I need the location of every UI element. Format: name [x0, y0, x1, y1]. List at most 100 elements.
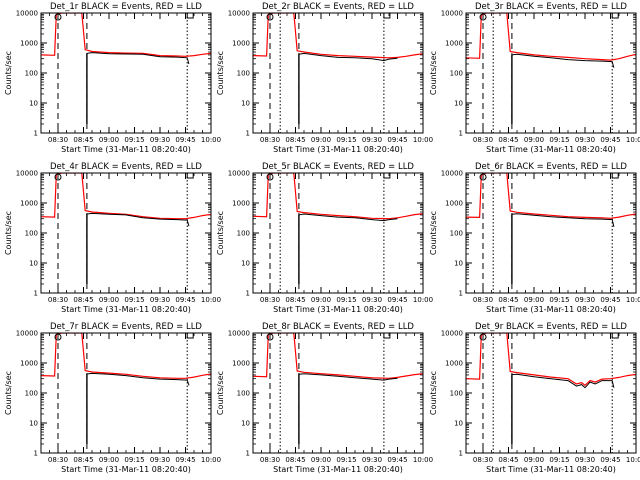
- series-line-lld: [41, 173, 211, 220]
- y-axis-label: Counts/sec: [429, 211, 438, 255]
- x-tick-label: 09:00: [524, 456, 544, 464]
- x-axis-label: Start Time (31-Mar-11 08:20:40): [273, 305, 403, 314]
- panel-title: Det_8r BLACK = Events, RED = LLD: [262, 322, 414, 332]
- panel-title: Det_7r BLACK = Events, RED = LLD: [50, 322, 202, 332]
- x-tick-label: 09:15: [549, 296, 569, 304]
- x-tick-label: 08:30: [260, 136, 280, 144]
- series-line-events: [298, 373, 398, 381]
- y-tick-label: 10000: [441, 10, 463, 18]
- x-tick-label: 09:30: [362, 296, 382, 304]
- panel-7: Det_7r BLACK = Events, RED = LLD 1 10 100 10…: [4, 322, 221, 474]
- square-marker: [186, 172, 194, 179]
- x-tick-label: 08:45: [73, 136, 93, 144]
- series-group: [41, 13, 211, 65]
- panel-title: Det_3r BLACK = Events, RED = LLD: [475, 2, 627, 12]
- x-tick-label: 09:00: [99, 456, 119, 464]
- plot-frame: [40, 332, 212, 454]
- panel-3: Det_3r BLACK = Events, RED = LLD 1 10 100 10…: [429, 2, 640, 154]
- x-tick-label: 08:30: [260, 296, 280, 304]
- x-tick-label: 09:30: [150, 296, 170, 304]
- panel-title: Det_2r BLACK = Events, RED = LLD: [262, 2, 414, 12]
- series-group: [466, 13, 636, 68]
- flare-marker-circle: [54, 333, 62, 341]
- x-tick-label: 09:15: [124, 456, 144, 464]
- series-line-lld: [253, 333, 423, 379]
- y-tick-label: 1: [34, 130, 38, 138]
- x-tick-label: 08:45: [285, 136, 305, 144]
- x-tick-label: 09:00: [99, 136, 119, 144]
- y-tick-label: 10: [29, 260, 38, 268]
- series-group: [253, 13, 423, 62]
- series-line-events: [511, 213, 615, 228]
- y-tick-label: 1000: [445, 360, 463, 368]
- flare-marker-circle: [266, 333, 274, 341]
- y-tick-label: 100: [25, 390, 38, 398]
- square-marker: [186, 12, 194, 19]
- x-tick-label: 09:00: [524, 136, 544, 144]
- y-tick-label: 10: [241, 260, 250, 268]
- panel-4: Det_4r BLACK = Events, RED = LLD 1 10 100 10…: [4, 162, 221, 314]
- x-tick-label: 10:00: [626, 296, 640, 304]
- flare-marker-circle: [266, 13, 274, 21]
- y-tick-label: 1: [34, 290, 38, 298]
- x-tick-label: 09:15: [124, 136, 144, 144]
- x-tick-label: 09:15: [124, 296, 144, 304]
- series-line-events: [86, 212, 190, 227]
- x-axis-label: Start Time (31-Mar-11 08:20:40): [61, 465, 191, 474]
- y-axis-label: Counts/sec: [216, 211, 225, 255]
- y-tick-label: 100: [450, 230, 463, 238]
- series-line-lld: [466, 173, 636, 219]
- x-tick-label: 10:00: [201, 136, 221, 144]
- y-tick-label: 1: [246, 450, 250, 458]
- x-tick-label: 09:45: [387, 136, 407, 144]
- x-tick-label: 09:45: [600, 296, 620, 304]
- flare-marker-circle: [54, 173, 62, 181]
- panel-title: Det_5r BLACK = Events, RED = LLD: [262, 162, 414, 172]
- panel-1: Det_1r BLACK = Events, RED = LLD 1 10 100 10…: [4, 2, 221, 154]
- y-tick-label: 1: [459, 450, 463, 458]
- x-tick-label: 09:15: [549, 136, 569, 144]
- y-tick-label: 1: [459, 130, 463, 138]
- series-group: [466, 173, 636, 228]
- series-group: [253, 333, 423, 381]
- panel-title: Det_9r BLACK = Events, RED = LLD: [475, 322, 627, 332]
- x-tick-label: 09:30: [150, 456, 170, 464]
- x-tick-label: 10:00: [626, 456, 640, 464]
- series-line-lld: [253, 13, 423, 59]
- series-line-lld: [466, 13, 636, 61]
- series-line-lld: [253, 173, 423, 220]
- x-tick-label: 09:45: [175, 136, 195, 144]
- series-line-events: [511, 53, 615, 68]
- x-tick-label: 09:45: [387, 456, 407, 464]
- plot-frame: [465, 332, 637, 454]
- x-tick-label: 09:45: [600, 136, 620, 144]
- y-tick-label: 10000: [441, 170, 463, 178]
- panel-5: Det_5r BLACK = Events, RED = LLD 1 10 100 10…: [216, 162, 433, 314]
- x-tick-label: 08:30: [260, 456, 280, 464]
- x-tick-label: 10:00: [413, 296, 433, 304]
- x-tick-label: 10:00: [626, 136, 640, 144]
- plot-frame: [252, 12, 424, 134]
- x-tick-label: 09:45: [600, 456, 620, 464]
- y-tick-label: 1000: [232, 40, 250, 48]
- series-line-events: [86, 372, 190, 386]
- y-tick-label: 1000: [20, 360, 38, 368]
- panel-9: Det_9r BLACK = Events, RED = LLD 1 10 100 10…: [429, 322, 640, 474]
- y-tick-label: 1000: [232, 200, 250, 208]
- x-tick-label: 09:15: [336, 136, 356, 144]
- x-tick-label: 09:30: [150, 136, 170, 144]
- y-tick-label: 10000: [228, 170, 250, 178]
- y-tick-label: 10: [29, 100, 38, 108]
- x-tick-label: 09:30: [575, 136, 595, 144]
- y-axis-label: Counts/sec: [216, 371, 225, 415]
- series-group: [41, 333, 211, 386]
- x-tick-label: 08:30: [48, 296, 68, 304]
- y-tick-label: 1: [34, 450, 38, 458]
- flare-marker-circle: [54, 13, 62, 21]
- y-axis-label: Counts/sec: [216, 51, 225, 95]
- y-tick-label: 100: [237, 70, 250, 78]
- panel-title: Det_6r BLACK = Events, RED = LLD: [475, 162, 627, 172]
- y-tick-label: 10000: [228, 10, 250, 18]
- plot-frame: [40, 12, 212, 134]
- series-line-events: [298, 52, 398, 62]
